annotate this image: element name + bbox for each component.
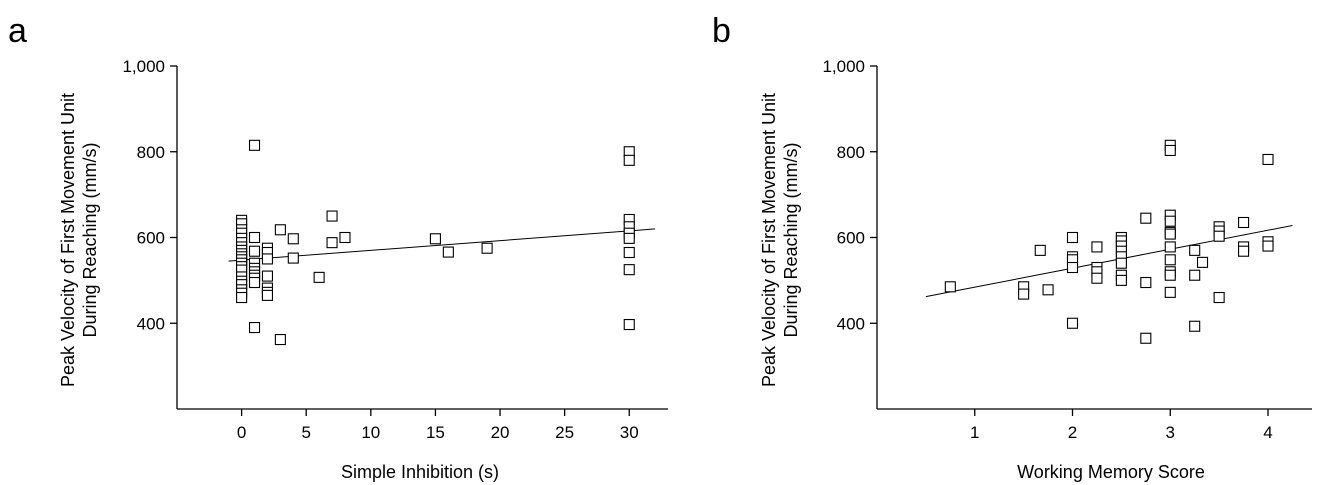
panel-b-data-point <box>1066 231 1079 244</box>
panel-b-y-tick-label: 1,000 <box>822 57 865 76</box>
panel-b-data-point <box>1140 332 1152 344</box>
panel-b-data-point <box>1091 272 1103 284</box>
panel-b-data-point <box>1034 244 1046 256</box>
panel-a-x-tick-label: 10 <box>361 423 380 442</box>
panel-b-plot-area: 400 600 800 1,000 1 2 3 4 <box>822 57 1312 442</box>
panel-a-data-point <box>623 154 635 166</box>
panel-b-ylabel-line2: During Reaching (mm/s) <box>781 142 801 337</box>
panel-a-data-point <box>248 231 261 244</box>
panel-a-letter: a <box>8 12 27 50</box>
panel-b-data-point <box>1115 274 1127 286</box>
panel-b-data-point <box>1213 230 1225 242</box>
panel-b-data-point <box>1262 240 1274 252</box>
panel-b-y-tick-label: 600 <box>837 229 865 248</box>
panel-b-data-point <box>1115 257 1127 269</box>
panel-b-data-point <box>1164 286 1176 298</box>
panel-b-data-point <box>1189 269 1201 281</box>
panel-a-data-point <box>248 139 261 151</box>
panel-a-x-tick-label: 20 <box>491 423 510 442</box>
panel-b-data-point <box>1164 241 1176 253</box>
panel-a-fit-line <box>228 228 656 262</box>
panel-b-y-tick-label: 800 <box>837 143 865 162</box>
panel-b-fit-line <box>925 225 1293 298</box>
panel-a-data-point <box>248 245 261 257</box>
panel-b-data-point <box>1238 216 1250 229</box>
panel-a-data-point <box>326 237 338 249</box>
panel-b-y-tick-label: 400 <box>837 314 865 333</box>
panel-b-x-tick-label: 1 <box>970 423 979 442</box>
panel-a-data-point <box>339 231 351 244</box>
panel-b-data-point <box>1066 317 1079 329</box>
panel-a-ylabel: Peak Velocity of First Movement Unit Dur… <box>58 93 100 387</box>
panel-a-data-point <box>623 264 635 276</box>
panel-b-scatter-plot: b Peak Velocity of First Movement Unit D… <box>712 12 1312 482</box>
panel-b-x-tick-label: 3 <box>1166 423 1175 442</box>
panel-a-data-point <box>236 291 248 304</box>
panel-a-data-point <box>261 253 273 265</box>
panel-b-data-point <box>1042 284 1054 296</box>
panel-a-y-tick-label: 600 <box>137 229 165 248</box>
panel-a-y-tick-label: 800 <box>137 143 165 162</box>
panel-a-y-tick-label: 400 <box>137 314 165 333</box>
panel-a-data-point <box>248 276 261 289</box>
panel-a-x-tick-label: 15 <box>426 423 445 442</box>
panel-b-xlabel: Working Memory Score <box>1017 462 1205 482</box>
panel-b-ylabel-line1: Peak Velocity of First Movement Unit <box>759 93 779 387</box>
panel-b-data-point <box>1140 212 1152 224</box>
panel-a-data-point <box>261 270 273 282</box>
panel-b-letter: b <box>712 12 731 50</box>
panel-a-x-tick-label: 25 <box>555 423 574 442</box>
panel-b-data-point <box>1140 276 1152 289</box>
panel-b-data-point <box>1213 291 1225 304</box>
panel-b-data-point <box>1091 241 1103 253</box>
panel-b-data-point <box>1164 269 1176 281</box>
panel-b-data-point <box>1066 261 1079 274</box>
panel-a-data-point <box>287 233 299 245</box>
panel-a-scatter-plot: a Peak Velocity of First Movement Unit D… <box>8 12 668 482</box>
panel-a-data-point <box>326 210 338 222</box>
panel-a-x-tick-label: 0 <box>237 423 246 442</box>
panel-a-data-point <box>274 224 286 236</box>
panel-a-x-tick-label: 5 <box>301 423 310 442</box>
panel-a-ylabel-line2: During Reaching (mm/s) <box>80 142 100 337</box>
panel-a-data-point <box>623 232 635 244</box>
panel-b-data-point <box>1189 320 1201 332</box>
panel-a-data-point <box>623 246 635 259</box>
panel-a-xlabel: Simple Inhibition (s) <box>341 462 499 482</box>
panel-a-data-point <box>261 289 273 301</box>
panel-b-data-point <box>1196 256 1209 268</box>
panel-b-data-point <box>1018 288 1030 300</box>
panel-a-plot-area: 400 600 800 1,000 0 5 10 15 20 25 30 <box>122 57 668 442</box>
panel-b-x-tick-label: 4 <box>1263 423 1272 442</box>
panel-b-x-tick-label: 2 <box>1068 423 1077 442</box>
panel-a-ylabel-line1: Peak Velocity of First Movement Unit <box>58 93 78 387</box>
panel-b-data-point <box>1164 228 1176 240</box>
panel-a-data-point <box>313 271 325 283</box>
panel-a-x-tick-label: 30 <box>620 423 639 442</box>
panel-b-data-point <box>1164 254 1176 266</box>
panel-b-data-point <box>1262 153 1274 166</box>
panel-a-data-point <box>248 321 261 334</box>
panel-a-y-tick-label: 1,000 <box>122 57 165 76</box>
panel-b-ylabel: Peak Velocity of First Movement Unit Dur… <box>759 93 801 387</box>
panel-a-data-point <box>287 252 299 264</box>
panel-b-data-point <box>1164 144 1176 157</box>
panel-b-data-point <box>944 281 956 293</box>
panel-a-data-point <box>623 318 635 331</box>
panel-a-data-point <box>274 333 286 346</box>
panel-a-data-point <box>429 233 441 245</box>
panel-a-data-point <box>442 246 454 258</box>
panel-a-data-point <box>481 242 493 254</box>
panel-b-data-point <box>1164 215 1176 227</box>
panel-b-data-point <box>1238 245 1250 257</box>
panel-b-data-point <box>1189 244 1201 256</box>
